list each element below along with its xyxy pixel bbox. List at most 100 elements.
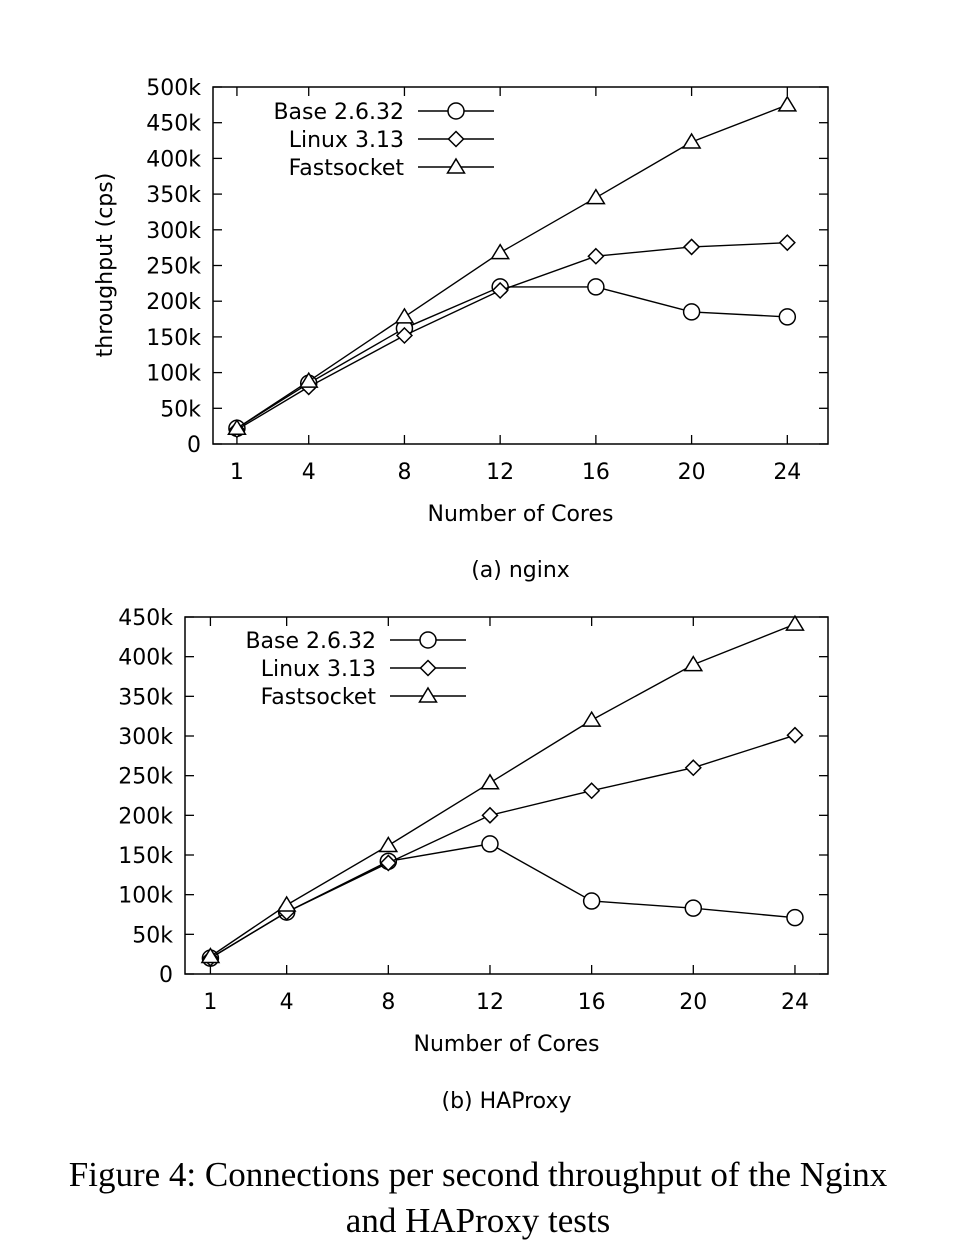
legend-marker [447, 102, 465, 120]
x-tick-label: 24 [781, 990, 809, 1015]
chart-haproxy: 0 50k 100k 150k 200k 250k 300k 350k 400k 450k 1 4 8 1… [118, 606, 829, 1114]
x-tick-label: 1 [203, 990, 217, 1015]
x-tick-label: 1 [230, 460, 244, 485]
x-tick-label: 4 [302, 460, 316, 485]
subcaption: (a) nginx [471, 558, 570, 583]
series-triangle [227, 95, 798, 436]
x-tick-label: 20 [679, 990, 707, 1015]
legend-marker [419, 631, 437, 649]
x-tick-label: 12 [486, 460, 514, 485]
x-tick-label: 24 [773, 460, 801, 485]
x-tick-label: 20 [678, 460, 706, 485]
data-point [490, 243, 510, 260]
data-point [379, 854, 397, 872]
x-tick-label: 16 [578, 990, 606, 1015]
data-point [581, 710, 602, 727]
figure-caption: Figure 4: Connections per second through… [0, 1152, 956, 1244]
data-point [276, 895, 297, 912]
series-triangle [200, 614, 805, 964]
y-tick-label: 500k [146, 76, 201, 101]
y-tick-label: 150k [146, 326, 201, 351]
data-point [684, 759, 702, 777]
y-tick-label: 350k [118, 685, 173, 710]
data-point [786, 908, 804, 927]
y-tick-label: 100k [146, 362, 201, 387]
x-tick-label: 16 [582, 460, 610, 485]
y-tick-label: 100k [118, 884, 173, 909]
data-point [683, 655, 704, 672]
data-point [395, 326, 414, 345]
y-tick-label: 350k [146, 183, 201, 208]
series-line [210, 843, 796, 959]
x-tick-label: 12 [476, 990, 504, 1015]
series-line [236, 104, 788, 429]
legend-label: Fastsocket [289, 156, 405, 181]
subcaption: (b) HAProxy [442, 1089, 572, 1114]
y-tick-label: 400k [146, 147, 201, 172]
y-tick-label: 200k [118, 804, 173, 829]
legend-marker [446, 157, 466, 174]
plot-frame [184, 616, 829, 975]
data-point [785, 614, 805, 631]
y-tick-label: 300k [146, 219, 201, 244]
x-axis-label: Number of Cores [414, 1032, 600, 1057]
figure-caption-line-1: Figure 4: Connections per second through… [68, 1155, 888, 1194]
y-tick-label: 450k [146, 112, 201, 137]
series-line [210, 734, 796, 959]
legend-label: Fastsocket [261, 685, 377, 710]
x-axis-label: Number of Cores [428, 502, 614, 527]
data-point [777, 95, 798, 112]
y-tick-label: 400k [118, 646, 173, 671]
y-tick-label: 250k [146, 255, 201, 280]
y-tick-label: 0 [159, 963, 173, 988]
legend-label: Linux 3.13 [289, 128, 404, 153]
y-tick-label: 450k [118, 606, 173, 631]
data-point [681, 132, 702, 149]
legend: Base 2.6.32 Linux 3.13 Fastsocket [273, 100, 494, 181]
y-tick-label: 150k [118, 844, 173, 869]
y-axis-label: throughput (cps) [93, 173, 118, 358]
series-line [236, 286, 788, 429]
data-point [786, 726, 804, 744]
data-point [481, 835, 499, 853]
data-point [227, 418, 247, 436]
data-point [200, 947, 221, 964]
x-tick-label: 8 [397, 460, 411, 485]
y-tick-label: 250k [118, 765, 173, 790]
legend-label: Linux 3.13 [261, 657, 376, 682]
data-point [298, 371, 319, 388]
series-diamond [201, 726, 804, 967]
data-point [682, 303, 701, 321]
series-line [236, 242, 788, 431]
legend-label: Base 2.6.32 [273, 100, 404, 125]
data-point [378, 836, 399, 853]
data-point [778, 308, 797, 326]
legend: Base 2.6.32 Linux 3.13 Fastsocket [245, 629, 466, 710]
y-tick-label: 0 [187, 433, 201, 458]
y-tick-label: 50k [132, 923, 173, 948]
x-tick-label: 4 [280, 990, 294, 1015]
y-tick-label: 50k [160, 397, 201, 422]
data-point [491, 281, 509, 300]
data-point [481, 806, 499, 824]
series-diamond [228, 234, 796, 439]
data-point [480, 773, 500, 790]
chart-nginx: 0 50k 100k 150k 200k 250k 300k 350k 400k 450k 500k… [93, 76, 829, 583]
legend-marker [419, 659, 437, 677]
figure-caption-line-2: and HAProxy tests [345, 1201, 611, 1240]
data-point [683, 238, 701, 256]
data-point [684, 899, 703, 917]
legend-marker [447, 130, 465, 148]
data-point [582, 892, 601, 910]
data-point [587, 278, 605, 296]
data-point [778, 234, 796, 252]
data-point [586, 188, 606, 205]
y-tick-label: 300k [118, 725, 173, 750]
data-point [583, 782, 601, 800]
legend-label: Base 2.6.32 [245, 629, 376, 654]
x-tick-label: 8 [381, 990, 395, 1015]
y-tick-label: 200k [146, 290, 201, 315]
legend-marker [418, 686, 438, 703]
data-point [587, 247, 605, 265]
